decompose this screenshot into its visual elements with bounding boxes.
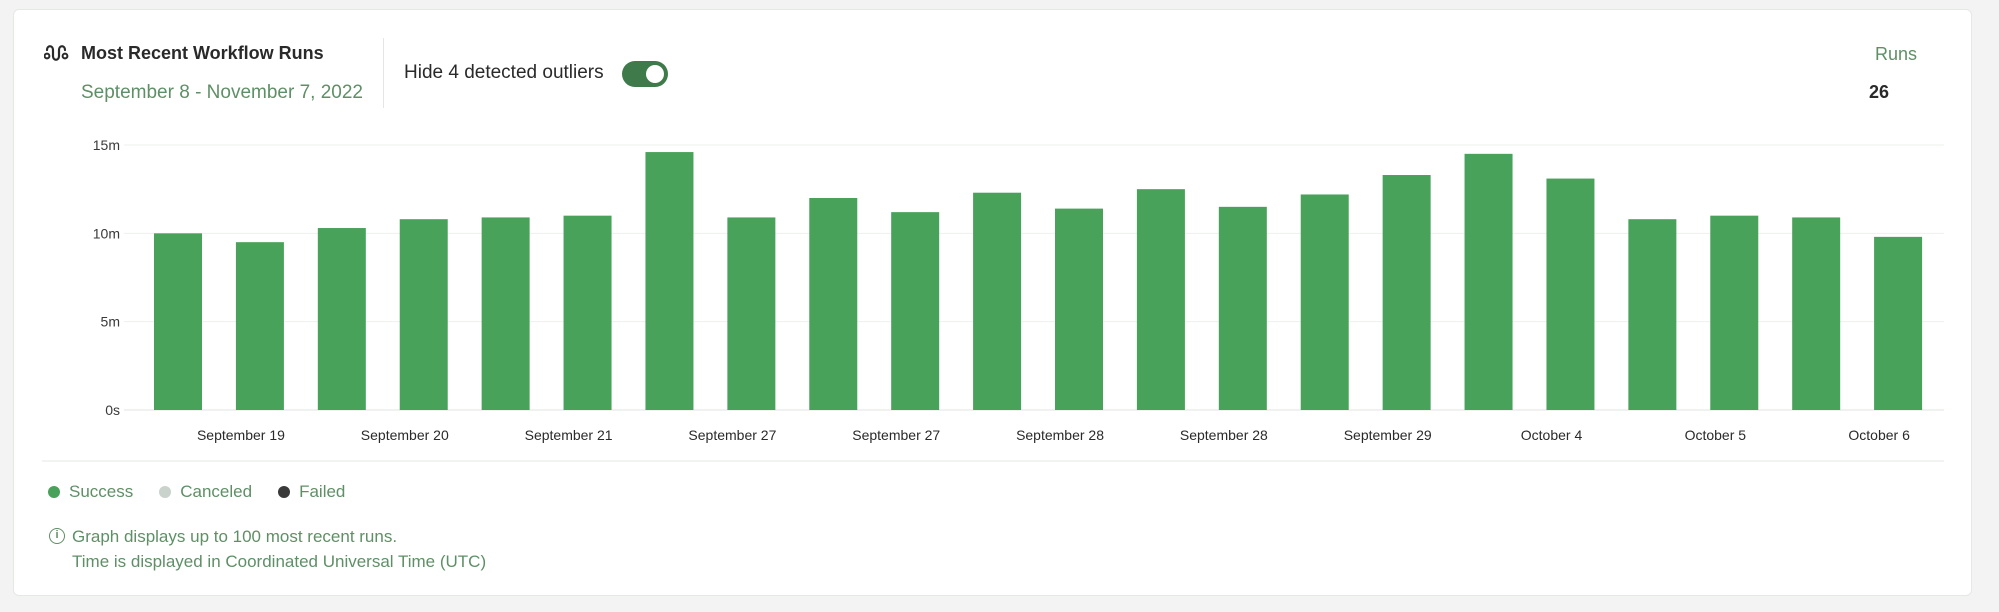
bar [399,219,448,410]
y-tick-label: 5m [101,314,120,330]
bar [317,228,366,410]
failed-dot-icon [278,486,291,498]
legend-item-canceled[interactable]: Canceled [159,482,252,502]
x-tick-label: September 29 [1344,427,1432,443]
legend-label-success: Success [69,482,134,501]
x-tick-label: September 27 [852,427,940,443]
workflow-runs-card: Most Recent Workflow Runs September 8 - … [13,9,1972,596]
y-tick-label: 15m [93,137,120,153]
bar [727,217,776,410]
bar [1136,189,1185,410]
runs-stat-label: Runs [1874,44,1917,64]
x-tick-label: October 5 [1685,427,1747,443]
hide-outliers-label: Hide 4 detected outliers [404,62,604,83]
x-tick-label: September 20 [361,427,449,443]
bar [563,215,612,410]
header-divider [383,38,384,108]
x-tick-label: October 4 [1521,427,1583,443]
canceled-dot-icon [159,486,172,498]
bar [1382,175,1431,410]
bar [481,217,530,410]
bar [1546,178,1595,410]
bar [154,233,202,410]
legend-item-success[interactable]: Success [48,482,133,502]
card-title: Most Recent Workflow Runs [81,43,324,63]
bar [1792,217,1841,410]
x-tick-label: September 28 [1016,427,1104,443]
bar [973,192,1022,410]
y-tick-label: 10m [93,225,120,241]
toggle-knob [646,65,664,83]
x-tick-label: September 27 [688,427,776,443]
x-tick-label: September 28 [1180,427,1268,443]
x-tick-label: October 6 [1848,427,1910,443]
bar [1300,194,1349,410]
info-icon: i [49,528,65,544]
legend-item-failed[interactable]: Failed [278,482,345,502]
x-tick-label: September 21 [525,427,613,443]
runs-stat-value: 26 [1868,82,1889,102]
bar [809,198,858,410]
note-max-runs: Graph displays up to 100 most recent run… [72,527,398,546]
success-dot-icon [48,486,60,498]
note-timezone: Time is displayed in Coordinated Univers… [72,552,487,571]
runs-bar-chart: 0s 5m 10m 15m September 19 September 20 Septem… [42,137,1944,462]
bar [235,242,284,410]
legend-label-failed: Failed [299,482,346,501]
legend-label-canceled: Canceled [180,482,253,501]
bar [1874,236,1923,410]
x-tick-label: September 19 [197,427,285,443]
chart-legend: Success Canceled Failed [48,482,345,502]
bar [645,152,694,411]
y-tick-label: 0s [105,402,120,418]
date-range: September 8 - November 7, 2022 [81,82,363,103]
bar [1218,206,1267,410]
bar [1710,215,1759,410]
bar [1628,219,1677,410]
workflow-icon [44,45,69,61]
bar [891,212,940,410]
hide-outliers-toggle[interactable] [622,61,668,87]
bar [1464,153,1513,411]
bar [1055,208,1103,410]
